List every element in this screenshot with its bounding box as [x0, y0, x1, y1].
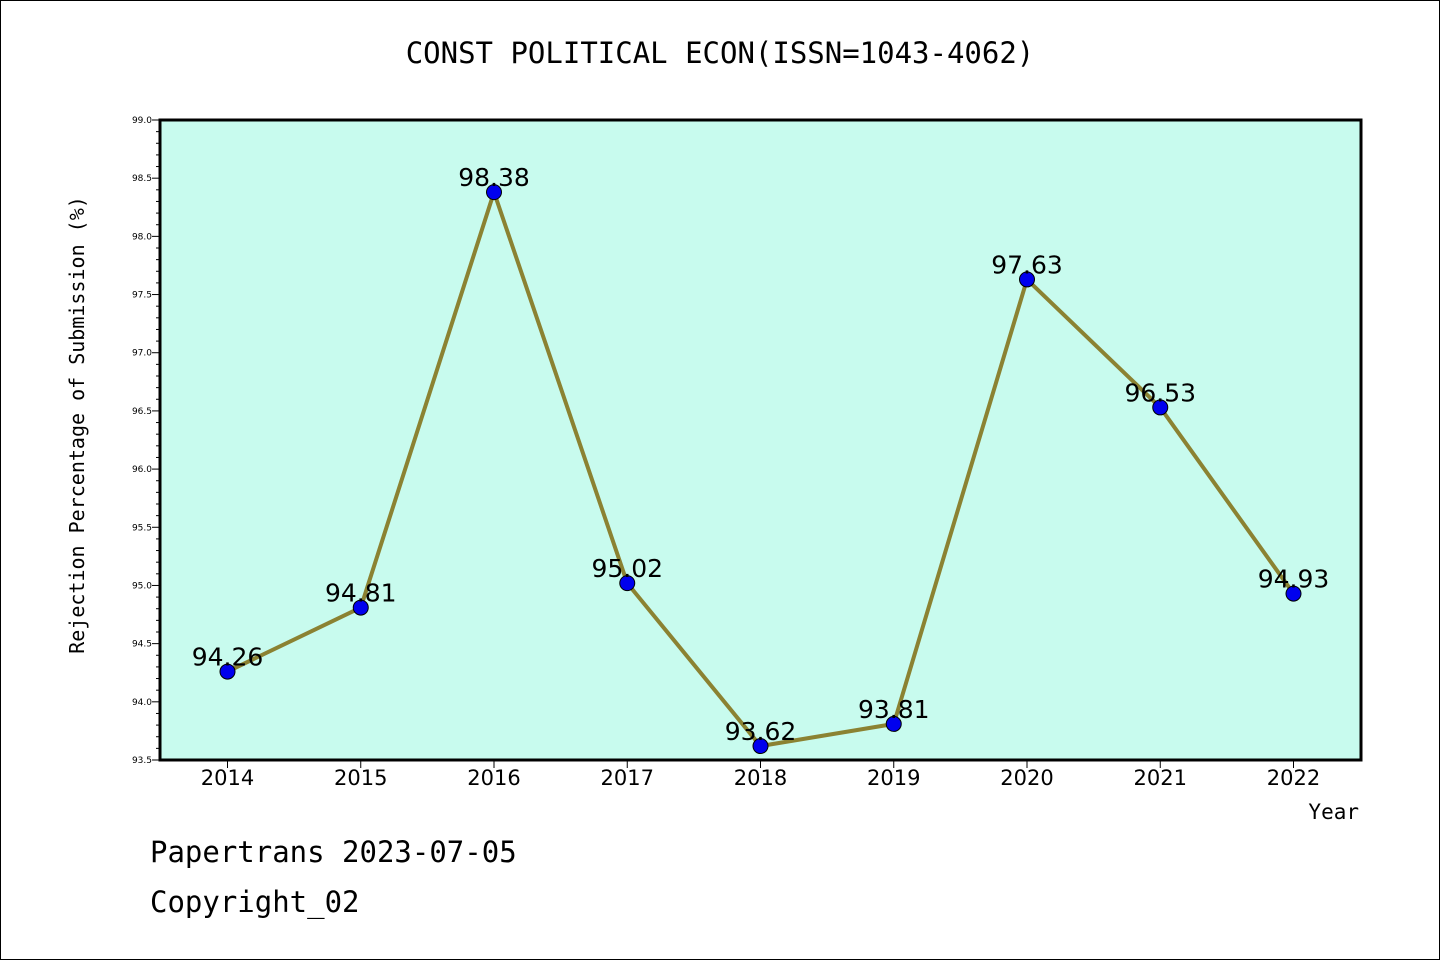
- data-label: 94.26: [192, 643, 264, 672]
- data-point: [885, 715, 902, 732]
- plot-area: [160, 120, 1361, 760]
- x-axis-label: Year: [1308, 800, 1359, 824]
- data-label: 93.62: [725, 717, 797, 746]
- data-label: 95.02: [591, 554, 663, 583]
- y-tick-label: 93.5: [132, 756, 152, 766]
- data-point: [352, 599, 369, 616]
- y-axis-label: Rejection Percentage of Submission (%): [65, 196, 89, 654]
- y-tick-label: 98.0: [132, 232, 152, 242]
- plot-border: [158, 118, 1363, 762]
- y-tick-label: 99.0: [132, 116, 152, 126]
- x-tick-label: 2014: [201, 766, 254, 790]
- x-tick-label: 2020: [1000, 766, 1053, 790]
- data-label: 93.81: [858, 695, 930, 724]
- data-point: [1285, 585, 1302, 602]
- y-tick-label: 97.0: [132, 349, 152, 359]
- footer-copyright: Copyright_02: [150, 885, 360, 919]
- data-label: 94.81: [325, 579, 397, 608]
- x-tick-label: 2018: [734, 766, 787, 790]
- x-tick-label: 2019: [867, 766, 920, 790]
- y-tick-label: 94.0: [132, 698, 152, 708]
- data-label: 97.63: [991, 250, 1063, 279]
- data-label: 98.38: [458, 163, 530, 192]
- y-tick-label: 95.0: [132, 581, 152, 591]
- data-label: 96.53: [1124, 378, 1196, 407]
- y-tick-label: 98.5: [132, 174, 152, 184]
- footer-date: Papertrans 2023-07-05: [150, 835, 517, 869]
- data-point: [752, 738, 769, 755]
- y-tick-label: 96.0: [132, 465, 152, 475]
- data-point: [1152, 399, 1169, 416]
- y-tick-label: 95.5: [132, 523, 152, 533]
- y-tick-label: 94.5: [132, 640, 152, 650]
- data-point: [1019, 271, 1035, 288]
- data-point: [219, 663, 236, 680]
- data-point: [486, 184, 502, 201]
- x-tick-label: 2015: [334, 766, 387, 790]
- x-tick-label: 2017: [601, 766, 654, 790]
- x-tick-label: 2022: [1267, 766, 1320, 790]
- data-point: [619, 575, 636, 592]
- data-label: 94.93: [1258, 565, 1330, 594]
- chart-title: CONST POLITICAL ECON(ISSN=1043-4062): [405, 36, 1035, 70]
- x-tick-label: 2016: [467, 766, 520, 790]
- x-tick-label: 2021: [1134, 766, 1187, 790]
- y-tick-label: 96.5: [132, 407, 152, 417]
- y-tick-label: 97.5: [132, 291, 152, 301]
